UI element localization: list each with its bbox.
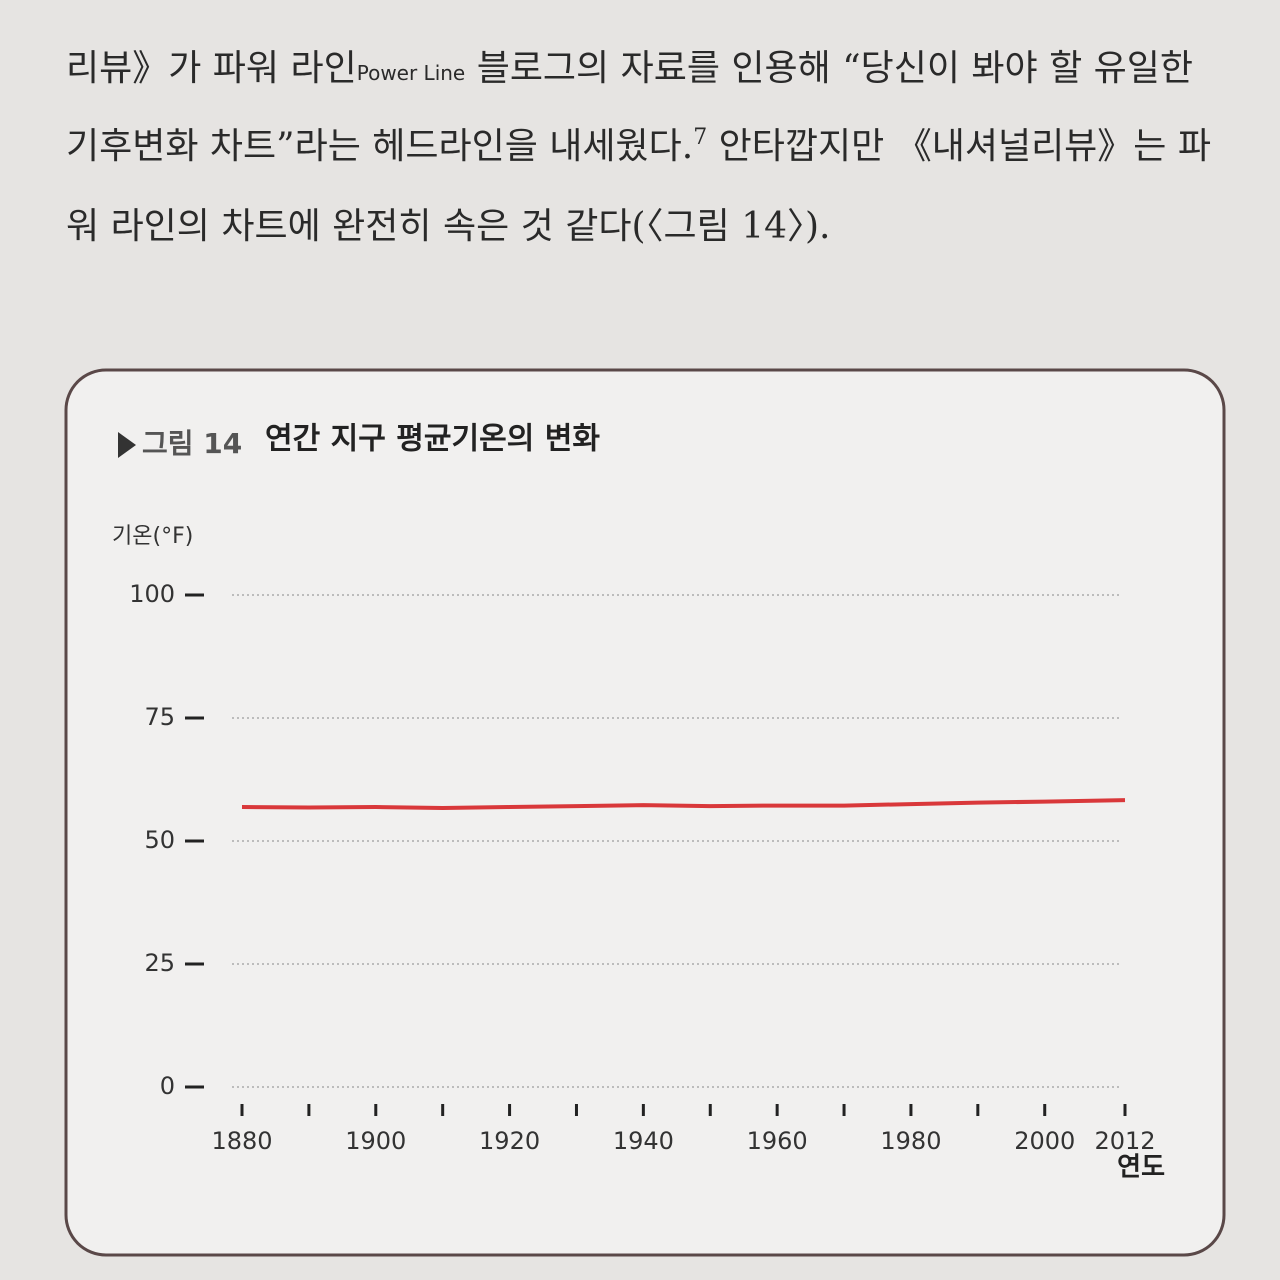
- x-tick-label: 1940: [613, 1127, 674, 1155]
- x-tick-label: 2000: [1014, 1127, 1075, 1155]
- figure-marker: [118, 432, 136, 458]
- y-tick-label: 0: [160, 1072, 175, 1100]
- y-axis-label: 기온(°F): [112, 524, 193, 549]
- text: 리뷰》가 파워 라인: [66, 48, 357, 89]
- paragraph-line: 워 라인의 차트에 완전히 속은 것 같다(〈그림 14〉).: [66, 206, 831, 247]
- figure-label: 그림 14: [142, 427, 242, 460]
- y-tick-label: 50: [144, 826, 175, 854]
- figure-box: [64, 368, 1226, 1257]
- x-tick-label: 1900: [345, 1127, 406, 1155]
- x-tick-label: 1980: [880, 1127, 941, 1155]
- text: 안타깝지만 《내셔널리뷰》는 파: [707, 126, 1211, 167]
- x-tick-label: 1880: [211, 1127, 272, 1155]
- text: 블로그의 자료를 인용해 “당신이 봐야 할 유일한: [465, 48, 1193, 89]
- x-tick-label: 1960: [747, 1127, 808, 1155]
- x-axis-label: 연도: [1117, 1153, 1165, 1183]
- text: 기후변화 차트”라는 헤드라인을 내세웠다.: [66, 126, 693, 167]
- x-tick-label: 2012: [1094, 1127, 1155, 1155]
- footnote-mark: 7: [693, 125, 707, 150]
- paragraph-line: 리뷰》가 파워 라인Power Line 블로그의 자료를 인용해 “당신이 봐…: [66, 48, 1193, 89]
- y-tick-label: 100: [129, 580, 175, 608]
- data-line: [241, 798, 1126, 811]
- paragraph-line: 기후변화 차트”라는 헤드라인을 내세웠다.7 안타깝지만 《내셔널리뷰》는 파: [66, 125, 1211, 167]
- text: 워 라인의 차트에 완전히 속은 것 같다(〈그림 14〉).: [66, 206, 831, 247]
- y-tick-label: 75: [144, 703, 175, 731]
- text: Power Line: [357, 61, 466, 85]
- y-tick-label: 25: [144, 949, 175, 977]
- x-tick-label: 1920: [479, 1127, 540, 1155]
- chart-title: 연간 지구 평균기온의 변화: [265, 422, 600, 457]
